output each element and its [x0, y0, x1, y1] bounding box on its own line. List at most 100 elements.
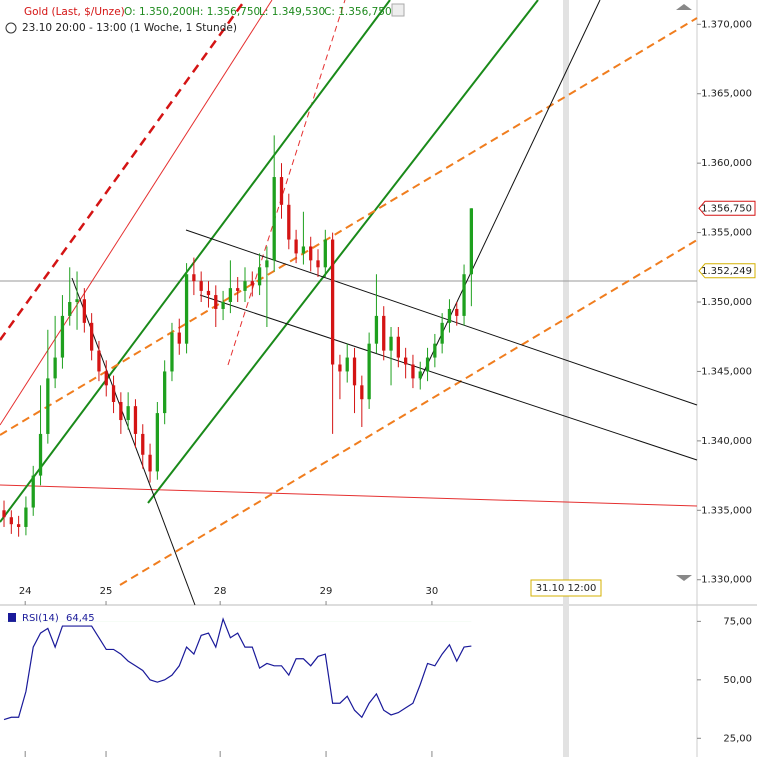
candle-body — [75, 299, 79, 303]
ohlc-label: O: 1.350,200 — [124, 6, 192, 18]
candle-body — [462, 274, 466, 316]
trend-line — [147, 0, 539, 504]
candle-body — [309, 246, 313, 261]
y-tick-label: 1.335,000 — [701, 505, 752, 516]
candle-body — [90, 322, 94, 351]
x-tick-label: 24 — [19, 586, 32, 597]
candle-body — [192, 274, 196, 282]
y-tick-label: 1.345,000 — [701, 366, 752, 377]
price-tag — [698, 200, 756, 216]
candle-body — [221, 302, 225, 309]
candle-body — [97, 350, 101, 372]
candle-body — [389, 336, 393, 351]
y-tick-label: 1.360,000 — [701, 158, 752, 169]
crosshair-label: 31.10 12:00 — [536, 583, 597, 594]
candle-body — [360, 385, 364, 400]
candle-body — [199, 281, 203, 291]
candle-body — [46, 378, 50, 434]
candle-body — [287, 204, 291, 240]
candle-body — [352, 357, 357, 386]
candle-body — [31, 475, 35, 508]
y-tick-label: 1.330,000 — [701, 575, 752, 586]
y-tick-label: 1.365,000 — [701, 89, 752, 100]
chart-title: Gold (Last, $/Unze) — [24, 6, 125, 18]
candle-body — [279, 177, 284, 205]
trend-line — [0, 0, 273, 426]
x-tick-label: 28 — [214, 586, 227, 597]
indicator-icon — [8, 613, 16, 622]
candle-body — [382, 315, 386, 351]
candle-body — [126, 406, 130, 421]
candle-body — [177, 332, 181, 344]
y-tick-label: 1.355,000 — [701, 228, 752, 239]
candle-body — [243, 281, 247, 291]
candle-body — [411, 364, 415, 379]
candle-body — [60, 315, 65, 358]
candle-body — [104, 371, 108, 386]
indicator-tick-label: 50,00 — [723, 675, 752, 686]
x-tick-label: 29 — [320, 586, 333, 597]
candle-body — [24, 507, 28, 527]
candle-body — [425, 357, 430, 372]
candle-body — [418, 371, 422, 379]
candle-body — [301, 246, 306, 254]
candle-body — [155, 413, 160, 472]
crosshair-label-box — [530, 579, 602, 597]
candle-body — [323, 239, 327, 268]
trend-line — [0, 0, 247, 341]
crosshair-vertical — [563, 0, 569, 757]
candle-body — [440, 322, 444, 344]
candle-body — [236, 288, 240, 291]
indicator-value: 64,45 — [66, 613, 95, 624]
trend-line — [0, 17, 698, 436]
candle-body — [257, 267, 262, 286]
price-tag — [698, 263, 756, 279]
price-tag-label: 1.352,249 — [701, 266, 752, 277]
candle-body — [316, 260, 320, 268]
candle-body — [9, 517, 13, 525]
ohlc-label: L: 1.349,530 — [259, 6, 325, 18]
indicator-name: RSI(14) — [22, 613, 59, 624]
candle-body — [68, 302, 72, 316]
candle-body — [338, 364, 342, 372]
ohlc-label: C: 1.356,750 — [324, 6, 392, 18]
candle-body — [345, 357, 349, 372]
candle-body — [455, 308, 459, 316]
x-tick-label: 25 — [100, 586, 113, 597]
price-tag-label: 1.356,750 — [701, 203, 752, 214]
candle-body — [141, 433, 145, 455]
candle-body — [214, 295, 218, 309]
candle-body — [184, 274, 189, 344]
trend-line — [199, 294, 698, 461]
candle-body — [330, 239, 335, 365]
x-tick-label: 30 — [426, 586, 439, 597]
candle-body — [38, 433, 43, 476]
candle-body — [396, 336, 400, 358]
indicator-tick-label: 75,00 — [723, 616, 752, 627]
candle-body — [228, 288, 233, 303]
ohlc-label: H: 1.356,750 — [192, 6, 260, 18]
chart-subtitle: 23.10 20:00 - 13:00 (1 Woche, 1 Stunde) — [22, 22, 237, 34]
candle-body — [250, 281, 254, 286]
candle-body — [272, 177, 276, 261]
trend-line — [0, 484, 698, 507]
candle-body — [265, 260, 269, 268]
candle-body — [469, 208, 474, 275]
trend-line — [119, 239, 698, 586]
candle-body — [16, 524, 21, 527]
candle-body — [148, 454, 152, 472]
y-tick-label: 1.340,000 — [701, 436, 752, 447]
candle-body — [206, 290, 211, 296]
candle-body — [294, 239, 298, 254]
candle-body — [53, 357, 57, 379]
trend-line — [0, 0, 391, 523]
candle-body — [447, 308, 452, 323]
candle-body — [403, 357, 408, 365]
candle-body — [163, 371, 167, 414]
candle-body — [119, 401, 123, 421]
candle-body — [111, 385, 116, 402]
settings-button[interactable] — [391, 3, 405, 17]
candle-body — [367, 343, 371, 400]
